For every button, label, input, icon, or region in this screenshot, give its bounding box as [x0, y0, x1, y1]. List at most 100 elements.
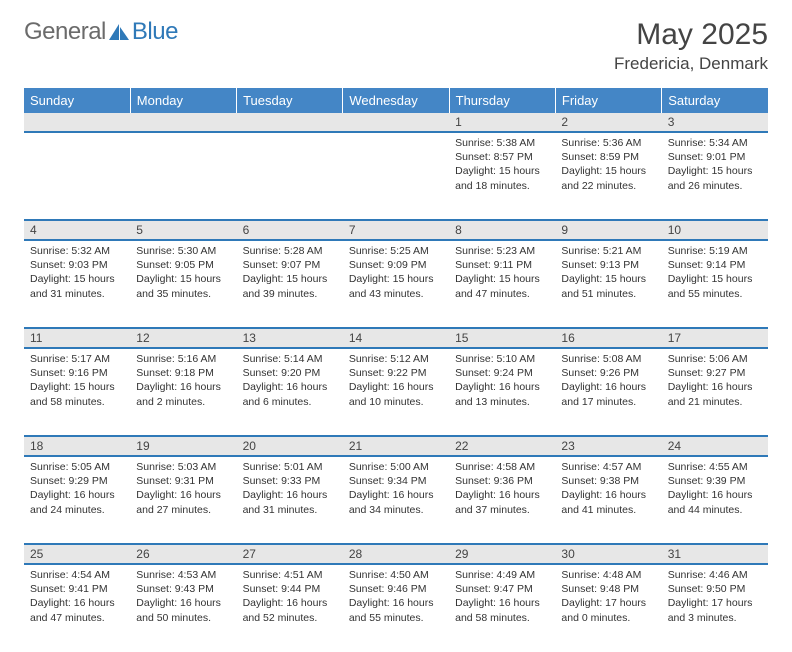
day-cell: Sunrise: 5:36 AMSunset: 8:59 PMDaylight:… — [555, 132, 661, 220]
sunrise-text: Sunrise: 4:51 AM — [243, 568, 337, 582]
day-cell — [24, 132, 130, 220]
sunrise-text: Sunrise: 5:32 AM — [30, 244, 124, 258]
sunset-text: Sunset: 9:11 PM — [455, 258, 549, 272]
day-cell: Sunrise: 4:51 AMSunset: 9:44 PMDaylight:… — [237, 564, 343, 652]
sunset-text: Sunset: 9:20 PM — [243, 366, 337, 380]
daylight-text: Daylight: 15 hours and 51 minutes. — [561, 272, 655, 300]
day-data: Sunrise: 5:38 AMSunset: 8:57 PMDaylight:… — [449, 133, 555, 197]
day-cell: Sunrise: 4:58 AMSunset: 9:36 PMDaylight:… — [449, 456, 555, 544]
daylight-text: Daylight: 16 hours and 37 minutes. — [455, 488, 549, 516]
day-cell: Sunrise: 4:46 AMSunset: 9:50 PMDaylight:… — [662, 564, 768, 652]
day-number-cell: 5 — [130, 220, 236, 240]
daylight-text: Daylight: 15 hours and 55 minutes. — [668, 272, 762, 300]
day-cell: Sunrise: 5:38 AMSunset: 8:57 PMDaylight:… — [449, 132, 555, 220]
day-number-cell: 24 — [662, 436, 768, 456]
day-cell: Sunrise: 5:30 AMSunset: 9:05 PMDaylight:… — [130, 240, 236, 328]
day-cell: Sunrise: 5:23 AMSunset: 9:11 PMDaylight:… — [449, 240, 555, 328]
day-data: Sunrise: 5:12 AMSunset: 9:22 PMDaylight:… — [343, 349, 449, 413]
sunrise-text: Sunrise: 5:00 AM — [349, 460, 443, 474]
sunset-text: Sunset: 9:03 PM — [30, 258, 124, 272]
sunrise-text: Sunrise: 4:57 AM — [561, 460, 655, 474]
sunrise-text: Sunrise: 4:50 AM — [349, 568, 443, 582]
daylight-text: Daylight: 16 hours and 24 minutes. — [30, 488, 124, 516]
sunrise-text: Sunrise: 5:34 AM — [668, 136, 762, 150]
day-number: 26 — [130, 545, 236, 563]
day-number: 20 — [237, 437, 343, 455]
day-data: Sunrise: 5:36 AMSunset: 8:59 PMDaylight:… — [555, 133, 661, 197]
day-number-cell — [237, 113, 343, 132]
day-number: 16 — [555, 329, 661, 347]
sunrise-text: Sunrise: 5:16 AM — [136, 352, 230, 366]
day-cell: Sunrise: 5:25 AMSunset: 9:09 PMDaylight:… — [343, 240, 449, 328]
sunset-text: Sunset: 9:31 PM — [136, 474, 230, 488]
day-cell: Sunrise: 4:55 AMSunset: 9:39 PMDaylight:… — [662, 456, 768, 544]
sunrise-text: Sunrise: 5:03 AM — [136, 460, 230, 474]
day-number-cell: 8 — [449, 220, 555, 240]
day-data: Sunrise: 4:55 AMSunset: 9:39 PMDaylight:… — [662, 457, 768, 521]
brand-logo: General Blue — [24, 18, 178, 46]
sunset-text: Sunset: 9:24 PM — [455, 366, 549, 380]
day-cell: Sunrise: 5:19 AMSunset: 9:14 PMDaylight:… — [662, 240, 768, 328]
sunset-text: Sunset: 9:27 PM — [668, 366, 762, 380]
sunset-text: Sunset: 9:09 PM — [349, 258, 443, 272]
day-data: Sunrise: 4:46 AMSunset: 9:50 PMDaylight:… — [662, 565, 768, 629]
daylight-text: Daylight: 16 hours and 44 minutes. — [668, 488, 762, 516]
sunrise-text: Sunrise: 4:48 AM — [561, 568, 655, 582]
day-data: Sunrise: 4:51 AMSunset: 9:44 PMDaylight:… — [237, 565, 343, 629]
sunrise-text: Sunrise: 4:54 AM — [30, 568, 124, 582]
day-number: 18 — [24, 437, 130, 455]
day-data: Sunrise: 5:14 AMSunset: 9:20 PMDaylight:… — [237, 349, 343, 413]
day-cell — [237, 132, 343, 220]
day-data: Sunrise: 5:05 AMSunset: 9:29 PMDaylight:… — [24, 457, 130, 521]
day-number-cell — [130, 113, 236, 132]
day-cell: Sunrise: 5:00 AMSunset: 9:34 PMDaylight:… — [343, 456, 449, 544]
brand-part2: Blue — [132, 18, 178, 46]
sunset-text: Sunset: 9:36 PM — [455, 474, 549, 488]
day-number: 9 — [555, 221, 661, 239]
day-number-cell: 23 — [555, 436, 661, 456]
weekday-header: Wednesday — [343, 88, 449, 113]
sunset-text: Sunset: 9:18 PM — [136, 366, 230, 380]
day-number: 8 — [449, 221, 555, 239]
day-cell: Sunrise: 5:06 AMSunset: 9:27 PMDaylight:… — [662, 348, 768, 436]
daylight-text: Daylight: 15 hours and 35 minutes. — [136, 272, 230, 300]
sunrise-text: Sunrise: 5:08 AM — [561, 352, 655, 366]
day-cell: Sunrise: 5:12 AMSunset: 9:22 PMDaylight:… — [343, 348, 449, 436]
day-number-cell: 3 — [662, 113, 768, 132]
calendar-table: SundayMondayTuesdayWednesdayThursdayFrid… — [24, 88, 768, 652]
day-cell: Sunrise: 5:10 AMSunset: 9:24 PMDaylight:… — [449, 348, 555, 436]
sunrise-text: Sunrise: 5:17 AM — [30, 352, 124, 366]
day-number-cell: 29 — [449, 544, 555, 564]
sunset-text: Sunset: 9:33 PM — [243, 474, 337, 488]
sunset-text: Sunset: 9:41 PM — [30, 582, 124, 596]
title-block: May 2025 Fredericia, Denmark — [614, 18, 768, 74]
sunset-text: Sunset: 9:16 PM — [30, 366, 124, 380]
sunrise-text: Sunrise: 4:46 AM — [668, 568, 762, 582]
sunrise-text: Sunrise: 4:55 AM — [668, 460, 762, 474]
daylight-text: Daylight: 15 hours and 31 minutes. — [30, 272, 124, 300]
day-number-cell: 25 — [24, 544, 130, 564]
day-number: 1 — [449, 113, 555, 131]
day-number-cell: 1 — [449, 113, 555, 132]
day-data: Sunrise: 5:25 AMSunset: 9:09 PMDaylight:… — [343, 241, 449, 305]
day-number-cell — [343, 113, 449, 132]
daylight-text: Daylight: 15 hours and 58 minutes. — [30, 380, 124, 408]
daylight-text: Daylight: 15 hours and 26 minutes. — [668, 164, 762, 192]
day-number-cell: 11 — [24, 328, 130, 348]
day-number — [24, 113, 130, 129]
day-cell: Sunrise: 5:05 AMSunset: 9:29 PMDaylight:… — [24, 456, 130, 544]
sunrise-text: Sunrise: 5:25 AM — [349, 244, 443, 258]
day-number: 19 — [130, 437, 236, 455]
day-data: Sunrise: 5:10 AMSunset: 9:24 PMDaylight:… — [449, 349, 555, 413]
day-number: 11 — [24, 329, 130, 347]
day-number-cell: 19 — [130, 436, 236, 456]
day-number: 15 — [449, 329, 555, 347]
sunrise-text: Sunrise: 5:19 AM — [668, 244, 762, 258]
day-data: Sunrise: 4:57 AMSunset: 9:38 PMDaylight:… — [555, 457, 661, 521]
day-number-cell: 30 — [555, 544, 661, 564]
day-data: Sunrise: 5:03 AMSunset: 9:31 PMDaylight:… — [130, 457, 236, 521]
weekday-header: Thursday — [449, 88, 555, 113]
day-number: 31 — [662, 545, 768, 563]
page-header: General Blue May 2025 Fredericia, Denmar… — [24, 18, 768, 74]
day-number-cell: 14 — [343, 328, 449, 348]
